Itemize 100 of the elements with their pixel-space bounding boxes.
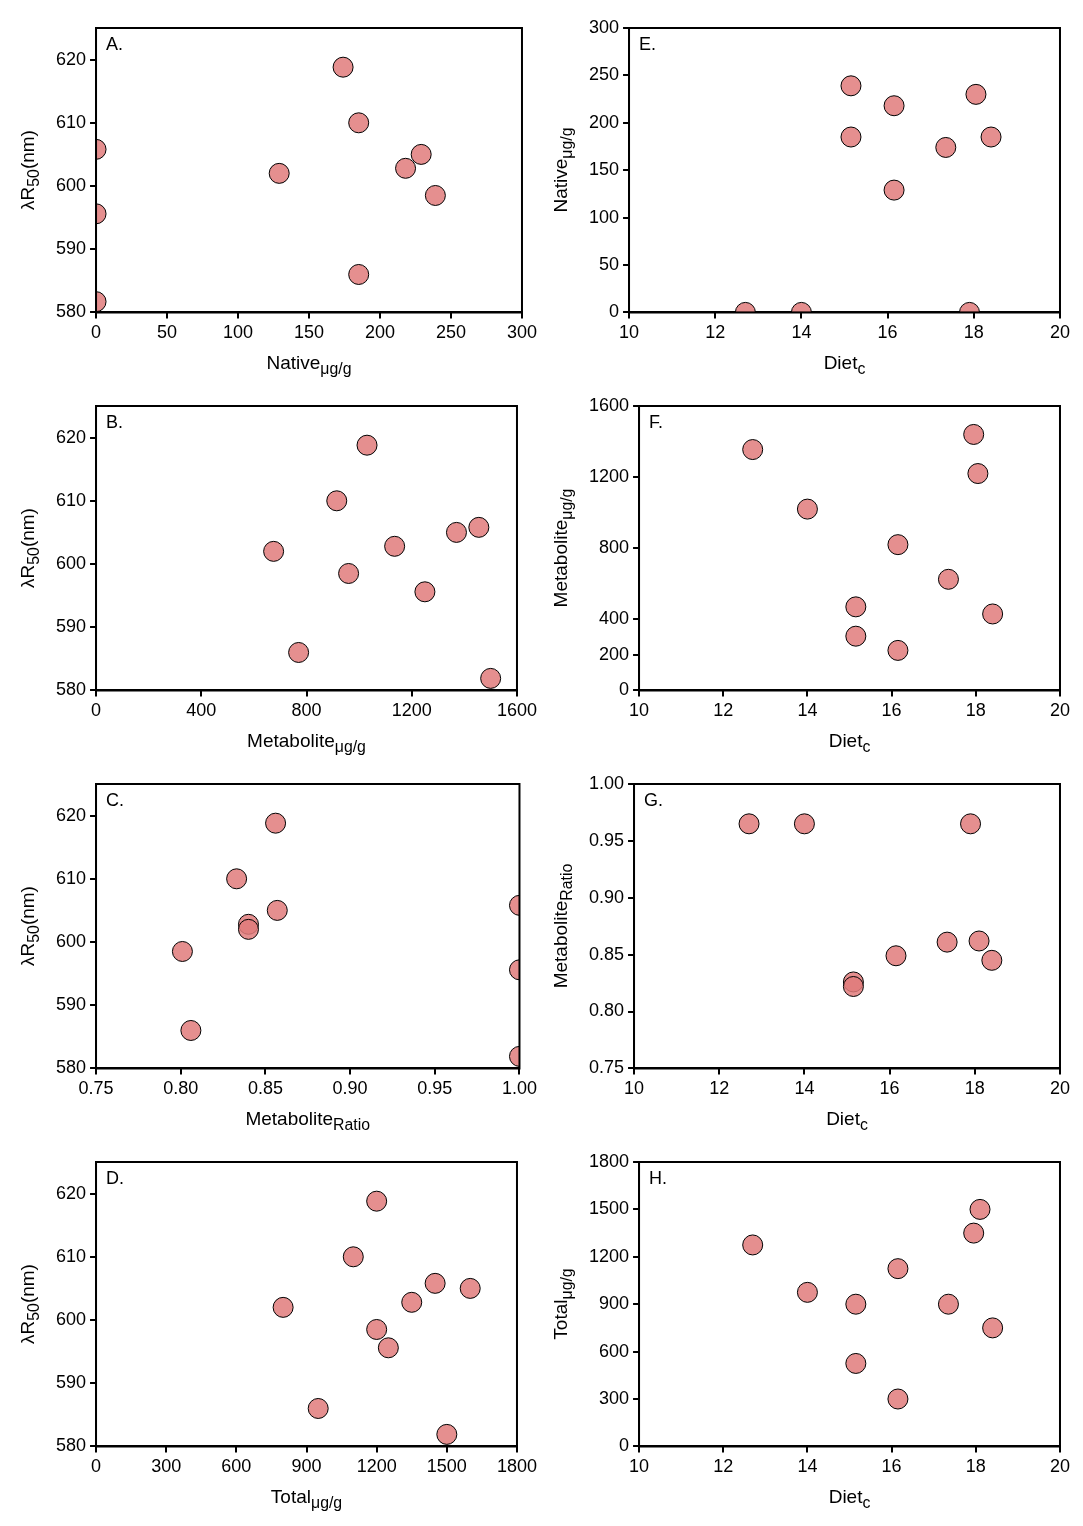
x-tick-label: 20 [1049, 1456, 1070, 1477]
y-tick-label: 0.75 [588, 1057, 625, 1078]
x-tick-label: 0.90 [332, 1078, 368, 1099]
y-tick-label: 1.00 [588, 772, 625, 793]
x-tick-label: 10 [629, 700, 650, 721]
y-tick-label: 590 [55, 994, 87, 1015]
x-axis-title: Metabolite$_{μg/g}$ [247, 730, 366, 756]
x-tick-label: 18 [965, 700, 986, 721]
y-tick-label: 600 [55, 174, 87, 195]
y-tick-label: 610 [55, 867, 87, 888]
y-tick-label: 620 [55, 804, 87, 825]
y-tick-label: 610 [55, 111, 87, 132]
y-tick-label: 150 [588, 159, 620, 180]
x-tick-label: 0.80 [163, 1078, 199, 1099]
y-tick-label: 580 [55, 1057, 87, 1078]
y-tick-label: 900 [599, 1293, 630, 1314]
y-tick-label: 300 [588, 16, 620, 37]
x-tick-label: 16 [881, 700, 902, 721]
x-tick-label: 12 [705, 322, 726, 343]
y-tick-label: 600 [55, 1308, 87, 1329]
x-tick-label: 14 [791, 322, 812, 343]
x-tick-label: 18 [965, 1456, 986, 1477]
x-tick-label: 20 [1049, 322, 1070, 343]
x-tick-label: 250 [435, 322, 467, 343]
x-tick-label: 20 [1049, 1078, 1070, 1099]
chart-title: H. [649, 1167, 668, 1188]
x-tick-label: 1200 [356, 1456, 397, 1477]
y-tick-label: 200 [599, 643, 630, 664]
x-tick-label: 12 [709, 1078, 730, 1099]
x-tick-label: 0.85 [247, 1078, 283, 1099]
x-tick-label: 100 [222, 322, 254, 343]
x-tick-label: 10 [624, 1078, 645, 1099]
x-tick-label: 50 [157, 322, 178, 343]
chart-title: B. [106, 411, 124, 432]
x-tick-label: 16 [879, 1078, 900, 1099]
x-tick-label: 16 [877, 322, 898, 343]
y-tick-label: 590 [55, 238, 87, 259]
chart-title: G. [644, 789, 664, 810]
x-axis-title: Total$_{μg/g}$ [270, 1486, 343, 1512]
y-tick-label: 1600 [589, 394, 630, 415]
y-tick-label: 50 [599, 253, 620, 274]
x-tick-label: 20 [1049, 700, 1070, 721]
y-tick-label: 250 [588, 64, 620, 85]
x-axis-title: Diet$_{c}$ [823, 352, 866, 378]
x-axis-title: Diet$_{c}$ [828, 1486, 871, 1512]
y-tick-label: 1800 [589, 1150, 630, 1171]
y-tick-label: 0.85 [588, 943, 625, 964]
y-tick-label: 400 [599, 608, 630, 629]
x-tick-label: 0.75 [78, 1078, 114, 1099]
x-tick-label: 1500 [426, 1456, 467, 1477]
x-axis-title: Metabolite$_{Ratio}$ [245, 1108, 371, 1134]
y-tick-label: 1200 [589, 466, 630, 487]
y-tick-label: 0.90 [588, 886, 625, 907]
x-axis-title: Diet$_{c}$ [826, 1108, 868, 1134]
chart-title: F. [649, 411, 664, 432]
y-tick-label: 580 [55, 301, 87, 322]
y-tick-label: 580 [55, 679, 87, 700]
y-tick-label: 800 [599, 537, 630, 558]
y-tick-label: 600 [55, 930, 87, 951]
y-tick-label: 0.80 [588, 1000, 625, 1021]
x-tick-label: 1600 [496, 700, 537, 721]
y-tick-label: 600 [55, 552, 87, 573]
y-tick-label: 1200 [589, 1245, 630, 1266]
y-tick-label: 580 [55, 1435, 87, 1456]
y-tick-label: 610 [55, 1245, 87, 1266]
x-tick-label: 300 [506, 322, 538, 343]
chart-title: E. [639, 33, 657, 54]
x-tick-label: 1200 [391, 700, 432, 721]
x-tick-label: 18 [964, 1078, 985, 1099]
x-tick-label: 14 [797, 1456, 818, 1477]
x-axis-title: Diet$_{c}$ [828, 730, 871, 756]
x-tick-label: 1.00 [501, 1078, 538, 1099]
x-tick-label: 0 [91, 1456, 102, 1477]
y-tick-label: 620 [55, 426, 87, 447]
y-tick-label: 0 [619, 679, 630, 700]
x-tick-label: 150 [293, 322, 325, 343]
y-tick-label: 590 [55, 1372, 87, 1393]
y-tick-label: 620 [55, 48, 87, 69]
chart-title: D. [106, 1167, 125, 1188]
x-tick-label: 0.95 [417, 1078, 453, 1099]
x-tick-label: 200 [364, 322, 396, 343]
x-tick-label: 900 [291, 1456, 322, 1477]
x-tick-label: 10 [619, 322, 640, 343]
x-tick-label: 14 [797, 700, 818, 721]
y-tick-label: 600 [599, 1340, 630, 1361]
x-tick-label: 12 [713, 700, 734, 721]
y-tick-label: 620 [55, 1182, 87, 1203]
x-tick-label: 0 [91, 322, 102, 343]
x-tick-label: 10 [629, 1456, 650, 1477]
y-tick-label: 610 [55, 489, 87, 510]
x-tick-label: 0 [91, 700, 102, 721]
y-tick-label: 1500 [589, 1198, 630, 1219]
x-tick-label: 600 [221, 1456, 252, 1477]
x-tick-label: 1800 [496, 1456, 537, 1477]
x-tick-label: 800 [291, 700, 322, 721]
x-axis-title: Native$_{μg/g}$ [266, 352, 352, 378]
chart-title: C. [106, 789, 125, 810]
x-tick-label: 14 [794, 1078, 815, 1099]
x-tick-label: 300 [151, 1456, 182, 1477]
x-tick-label: 16 [881, 1456, 902, 1477]
